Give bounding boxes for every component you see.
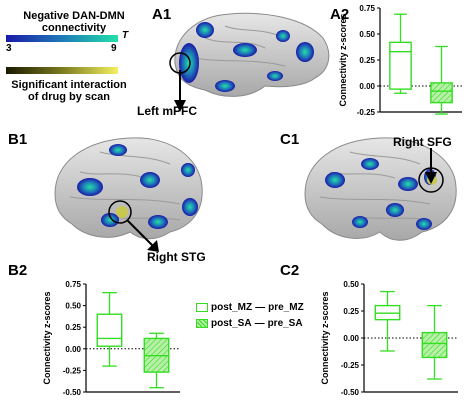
annotation-left-mpfc: Left mPFC xyxy=(137,104,197,118)
box xyxy=(430,82,453,104)
y-tick-label: -0.50 xyxy=(341,388,360,397)
panel-label-a2: A2 xyxy=(330,6,350,23)
legend-label-pre-mz: pre_MZ xyxy=(268,301,304,313)
connectivity-legend-title: Negative DAN-DMN connectivity xyxy=(4,10,144,34)
legend-separator-mz: — xyxy=(255,301,266,313)
box xyxy=(389,41,412,90)
y-tick-label: 0.25 xyxy=(343,307,359,316)
legend-item-sa: post_SA — pre_SA xyxy=(196,316,316,330)
arrow-right-sfg xyxy=(425,148,437,184)
y-axis-label: Connectivity z-scores xyxy=(42,291,52,384)
brain-image-c1 xyxy=(304,137,457,241)
y-tick-label: 0.50 xyxy=(65,302,81,311)
arrow-left-mpfc xyxy=(174,70,186,112)
connectivity-colorbar-stat: T xyxy=(122,30,129,41)
legend-swatch-hatched xyxy=(196,318,208,328)
connectivity-colorbar-max: 9 xyxy=(111,43,117,54)
legend-label-post-sa: post_SA xyxy=(211,317,252,329)
connectivity-legend-title-line1: Negative DAN-DMN xyxy=(23,10,125,22)
boxplot-a2: -0.25 0.00 0.25 0.50 0.75 Connectivity z-scor… xyxy=(338,4,462,117)
y-tick-label: -0.25 xyxy=(357,108,376,117)
y-axis-label: Connectivity z-scores xyxy=(338,13,348,106)
brain-image-b1 xyxy=(54,137,203,240)
panel-label-a1: A1 xyxy=(152,6,172,23)
connectivity-legend-title-line2: connectivity xyxy=(41,22,107,34)
boxplot-legend: post_MZ — pre_MZ post_SA — pre_SA xyxy=(196,300,316,330)
y-axis-label: Connectivity z-scores xyxy=(320,291,330,384)
y-tick-label: -0.50 xyxy=(63,388,82,397)
legend-swatch-open xyxy=(196,302,208,312)
boxplot-b2: -0.50 -0.25 0.00 0.25 0.50 0.75 Connectivity z… xyxy=(42,280,180,397)
connectivity-colorbar-min: 3 xyxy=(6,43,12,54)
legend-label-pre-sa: pre_SA xyxy=(267,317,303,329)
interaction-legend-title: Significant interaction of drug by scan xyxy=(4,79,134,103)
interaction-legend-title-line1: Significant interaction xyxy=(11,79,127,91)
y-tick-label: 0.75 xyxy=(359,4,375,13)
box xyxy=(96,313,123,347)
legend-item-mz: post_MZ — pre_MZ xyxy=(196,300,316,314)
annotation-right-stg: Right STG xyxy=(147,250,206,264)
boxplot-c2: -0.50 -0.25 0.00 0.25 0.50 Connectivity z-sco… xyxy=(320,280,458,397)
panel-label-c1: C1 xyxy=(280,131,300,148)
interaction-legend-title-line2: of drug by scan xyxy=(28,91,110,103)
brain-image-a1 xyxy=(169,12,330,97)
box xyxy=(421,331,448,359)
y-tick-label: 0.50 xyxy=(343,280,359,289)
interaction-colorbar xyxy=(6,67,118,74)
panel-label-b1: B1 xyxy=(8,131,28,148)
legend-label-post-mz: post_MZ xyxy=(211,301,253,313)
y-tick-label: 0.75 xyxy=(65,280,81,289)
y-tick-label: -0.25 xyxy=(63,366,82,375)
y-tick-label: 0.25 xyxy=(65,323,81,332)
panel-label-b2: B2 xyxy=(8,262,28,279)
y-tick-label: 0.25 xyxy=(359,56,375,65)
arrow-right-stg xyxy=(126,219,159,252)
legend-separator-sa: — xyxy=(254,317,265,329)
y-tick-label: -0.25 xyxy=(341,361,360,370)
y-tick-label: 0.00 xyxy=(65,345,81,354)
annotation-right-sfg: Right SFG xyxy=(393,135,452,149)
connectivity-colorbar xyxy=(6,35,118,42)
y-tick-label: 0.50 xyxy=(359,30,375,39)
panel-label-c2: C2 xyxy=(280,262,300,279)
y-tick-label: 0.00 xyxy=(359,82,375,91)
y-tick-label: 0.00 xyxy=(343,334,359,343)
